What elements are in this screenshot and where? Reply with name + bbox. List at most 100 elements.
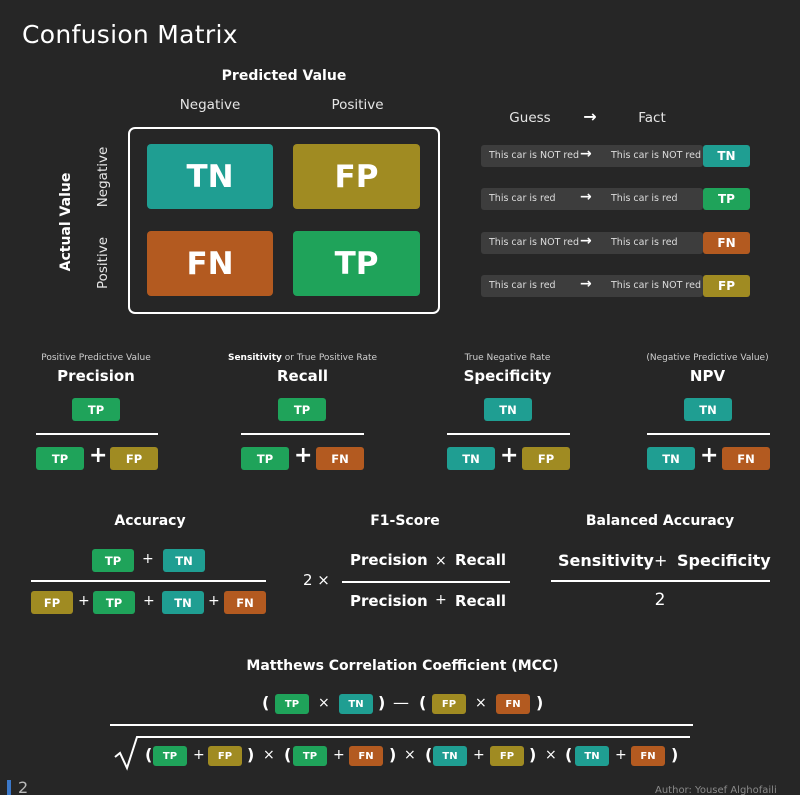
f1-fraction-line	[342, 581, 510, 583]
row-arrow: →	[580, 276, 592, 292]
mcc-close-paren: )	[247, 745, 255, 764]
guess-text: This car is red	[489, 193, 556, 204]
author-credit: Author: Yousef Alghofaili	[655, 785, 777, 795]
balanced-fraction-line	[551, 580, 770, 582]
f1-numerator-times: ×	[435, 553, 447, 569]
mcc-title: Matthews Correlation Coefficient (MCC)	[246, 658, 559, 674]
fact-text: This car is NOT red	[611, 280, 701, 291]
mcc-open-paren: (	[145, 745, 153, 764]
mcc-bottom-tp: TP	[153, 746, 187, 766]
f1-denominator-plus: +	[435, 592, 447, 608]
specificity-subtitle: True Negative Rate	[464, 353, 551, 363]
npv-plus: +	[700, 443, 719, 468]
row-arrow: →	[580, 189, 592, 205]
mcc-bottom-fn: FN	[631, 746, 665, 766]
mcc-bottom-fn: FN	[349, 746, 383, 766]
mcc-plus: +	[193, 747, 205, 763]
specificity-fraction-line	[447, 433, 570, 435]
accuracy-plus: +	[143, 593, 155, 609]
mcc-open-paren: (	[284, 745, 292, 764]
mcc-times: ×	[404, 747, 416, 763]
mcc-close-paren: )	[671, 745, 679, 764]
specificity-title: Specificity	[463, 367, 552, 385]
page-title: Confusion Matrix	[22, 20, 238, 49]
specificity-numerator-tn: TN	[484, 398, 532, 421]
tn-cell: TN	[147, 144, 273, 209]
mcc-top-tp: TP	[275, 694, 309, 714]
mcc-top-fp: FP	[432, 694, 466, 714]
guess-row-bar	[481, 145, 703, 167]
fact-text: This car is red	[611, 193, 678, 204]
guess-text: This car is NOT red	[489, 150, 579, 161]
guess-row-bar	[481, 232, 703, 254]
mcc-top-tn: TN	[339, 694, 373, 714]
mcc-open-paren: (	[419, 693, 427, 712]
guess-row-bar	[481, 188, 703, 210]
accuracy-title: Accuracy	[114, 513, 186, 529]
accuracy-denominator-fn: FN	[224, 591, 266, 614]
npv-title: NPV	[689, 367, 726, 385]
balanced-accuracy-title: Balanced Accuracy	[585, 513, 735, 529]
tag-tp: TP	[703, 188, 750, 210]
tp-cell: TP	[293, 231, 420, 296]
tag-fn: FN	[703, 232, 750, 254]
balanced-numerator-specificity: Specificity	[677, 551, 771, 570]
f1-numerator-precision: Precision	[350, 551, 428, 569]
precision-title: Precision	[57, 367, 135, 385]
row-arrow: →	[580, 233, 592, 249]
guess-text: This car is red	[489, 280, 556, 291]
mcc-plus: +	[473, 747, 485, 763]
actual-value-label: Actual Value	[58, 172, 74, 272]
fact-text: This car is red	[611, 237, 678, 248]
recall-subtitle: Sensitivity or True Positive Rate	[220, 353, 385, 363]
fp-cell: FP	[293, 144, 420, 209]
mcc-bottom-tn: TN	[433, 746, 467, 766]
accuracy-denominator-tn: TN	[162, 591, 204, 614]
predicted-value-label: Predicted Value	[221, 68, 347, 84]
mcc-close-paren: )	[536, 693, 544, 712]
mcc-bottom-tp: TP	[293, 746, 327, 766]
tag-tn: TN	[703, 145, 750, 167]
f1-title: F1-Score	[370, 513, 440, 529]
row-positive-label: Positive	[95, 236, 111, 290]
recall-subtitle-rest: or True Positive Rate	[281, 353, 378, 363]
npv-denominator-fn: FN	[722, 447, 770, 470]
npv-fraction-line	[647, 433, 770, 435]
tag-fp: FP	[703, 275, 750, 297]
f1-numerator-recall: Recall	[455, 551, 507, 569]
accuracy-plus: +	[208, 593, 220, 609]
accuracy-numerator-tp: TP	[92, 549, 134, 572]
recall-numerator-tp: TP	[278, 398, 326, 421]
page-indicator-bar	[7, 780, 11, 795]
accuracy-plus: +	[142, 551, 154, 567]
fn-cell: FN	[147, 231, 273, 296]
fact-header: Fact	[638, 110, 666, 126]
mcc-open-paren: (	[262, 693, 270, 712]
recall-fraction-line	[241, 433, 364, 435]
mcc-fraction-line	[110, 724, 693, 726]
mcc-times: ×	[263, 747, 275, 763]
specificity-denominator-fp: FP	[522, 447, 570, 470]
mcc-times: ×	[475, 695, 487, 711]
guess-header: Guess	[509, 110, 551, 126]
precision-fraction-line	[36, 433, 158, 435]
square-root-icon	[114, 736, 690, 771]
mcc-open-paren: (	[565, 745, 573, 764]
npv-denominator-tn: TN	[647, 447, 695, 470]
precision-denominator-fp: FP	[110, 447, 158, 470]
mcc-bottom-fp: FP	[490, 746, 524, 766]
precision-subtitle: Positive Predictive Value	[41, 353, 151, 363]
guess-fact-arrow: →	[583, 107, 597, 126]
balanced-numerator-plus: +	[654, 551, 668, 570]
accuracy-plus: +	[78, 593, 90, 609]
specificity-denominator-tn: TN	[447, 447, 495, 470]
guess-row-bar	[481, 275, 703, 297]
f1-coefficient: 2 ×	[303, 571, 330, 589]
mcc-plus: +	[333, 747, 345, 763]
row-arrow: →	[580, 146, 592, 162]
accuracy-denominator-tp: TP	[93, 591, 135, 614]
recall-denominator-tp: TP	[241, 447, 289, 470]
accuracy-fraction-line	[31, 580, 266, 582]
mcc-times: ×	[545, 747, 557, 763]
f1-denominator-precision: Precision	[350, 592, 428, 610]
